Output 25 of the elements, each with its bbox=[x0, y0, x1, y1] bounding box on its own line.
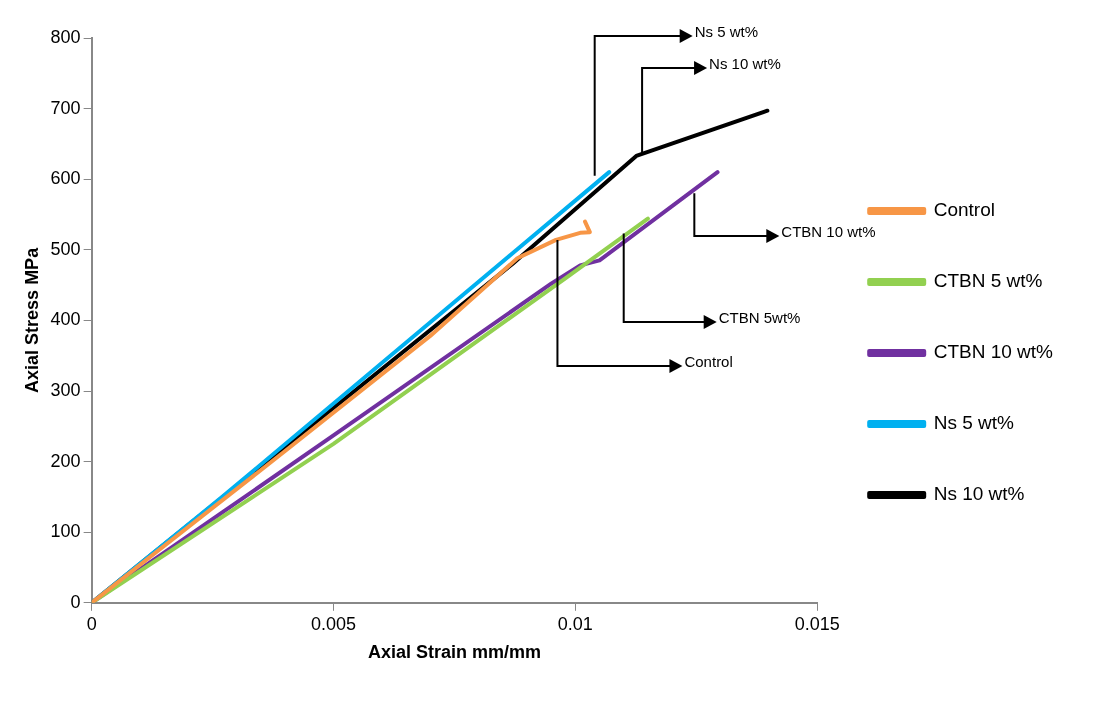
y-tick-label: 300 bbox=[50, 379, 81, 400]
y-tick-label: 100 bbox=[50, 521, 81, 542]
y-tick-label: 600 bbox=[50, 168, 81, 189]
annotation: Control bbox=[684, 353, 733, 371]
x-tick-label: 0 bbox=[86, 613, 97, 634]
annotation: Ns 10 wt% bbox=[709, 55, 781, 73]
x-tick-label: 0.015 bbox=[794, 613, 840, 634]
legend-label: Ns 5 wt% bbox=[933, 412, 1015, 434]
y-tick-label: 800 bbox=[50, 26, 81, 47]
legend-label: CTBN 5 wt% bbox=[933, 270, 1043, 292]
x-tick-label: 0.01 bbox=[557, 613, 593, 634]
legend-label: Control bbox=[933, 199, 995, 221]
annotation: CTBN 5wt% bbox=[718, 309, 801, 327]
legend-label: CTBN 10 wt% bbox=[933, 341, 1054, 363]
legend-label: Ns 10 wt% bbox=[933, 483, 1025, 505]
y-tick-label: 500 bbox=[50, 238, 81, 259]
annotation: Ns 5 wt% bbox=[694, 23, 759, 41]
y-tick-label: 400 bbox=[50, 309, 81, 330]
y-axis-title: Axial Stress MPa bbox=[21, 246, 42, 393]
x-tick-label: 0.005 bbox=[310, 613, 357, 634]
x-axis-title: Axial Strain mm/mm bbox=[367, 642, 541, 663]
y-tick-label: 200 bbox=[50, 450, 81, 471]
annotation: CTBN 10 wt% bbox=[781, 223, 876, 241]
y-tick-label: 0 bbox=[70, 591, 81, 612]
y-tick-label: 700 bbox=[50, 97, 81, 118]
